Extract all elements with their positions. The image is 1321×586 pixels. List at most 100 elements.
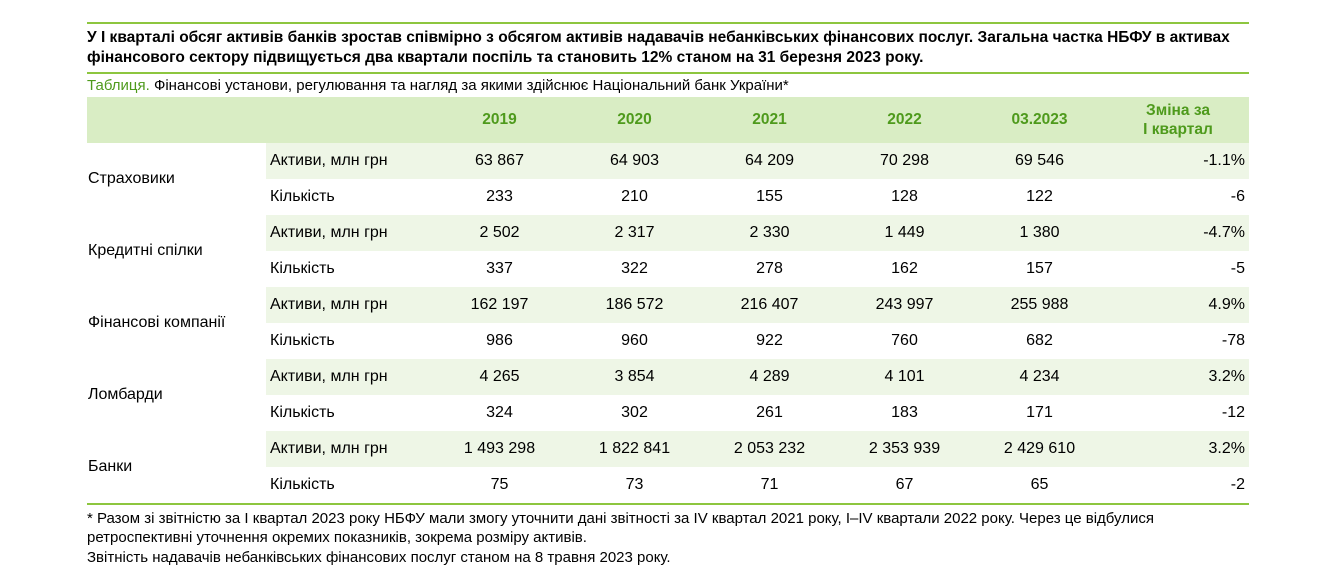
change-cell: -78	[1221, 332, 1245, 349]
indicator-label: Активи, млн грн	[266, 215, 432, 251]
value-cell: 2 353 939	[837, 431, 972, 467]
table-row: Ломбарди Активи, млн грн 4 265 3 854 4 289 4 …	[87, 359, 1249, 403]
value-cell: 337	[486, 260, 513, 277]
value-cell: 4 289	[702, 359, 837, 395]
value-cell: 1 449	[837, 215, 972, 251]
value-cell: 1 493 298	[432, 431, 567, 467]
value-cell: 70 298	[837, 143, 972, 179]
indicator-label: Активи, млн грн	[266, 287, 432, 323]
value-cell: 65	[1030, 476, 1049, 493]
value-cell: 682	[1026, 332, 1053, 349]
footnote-2: Звітність надавачів небанківських фінанс…	[87, 549, 671, 566]
indicator-label: Активи, млн грн	[266, 143, 432, 179]
indicator-label: Кількість	[270, 260, 335, 277]
value-cell: 122	[1026, 188, 1053, 205]
value-cell: 2 053 232	[702, 431, 837, 467]
value-cell: 255 988	[972, 287, 1107, 323]
value-cell: 64 209	[702, 143, 837, 179]
value-cell: 73	[625, 476, 644, 493]
footnote-1: * Разом зі звітністю за І квартал 2023 р…	[87, 510, 1154, 546]
header-col-4: 03.2023	[972, 97, 1107, 143]
table-row: Кількість 986 960 922 760 682 -78	[87, 323, 1249, 359]
header-change: Зміна за І квартал	[1107, 97, 1249, 143]
value-cell: 302	[621, 404, 648, 421]
table-row: Кількість 324 302 261 183 171 -12	[87, 395, 1249, 431]
header-col-2: 2021	[702, 97, 837, 143]
header-col-3: 2022	[837, 97, 972, 143]
caption-label: Таблиця.	[87, 77, 150, 94]
value-cell: 1 822 841	[567, 431, 702, 467]
caption-text: Фінансові установи, регулювання та нагля…	[153, 77, 789, 94]
table-row: Кількість 337 322 278 162 157 -5	[87, 251, 1249, 287]
value-cell: 986	[486, 332, 513, 349]
value-cell: 760	[891, 332, 918, 349]
value-cell: 243 997	[837, 287, 972, 323]
change-cell: 3.2%	[1107, 431, 1249, 467]
header-blank-institution	[87, 97, 266, 143]
value-cell: 233	[486, 188, 513, 205]
value-cell: 183	[891, 404, 918, 421]
value-cell: 2 330	[702, 215, 837, 251]
indicator-label: Кількість	[270, 332, 335, 349]
change-cell: -1.1%	[1107, 143, 1249, 179]
table-row: Кредитні спілки Активи, млн грн 2 502 2 317…	[87, 215, 1249, 259]
header-blank-indicator	[266, 97, 432, 143]
value-cell: 3 854	[567, 359, 702, 395]
lead-paragraph: У І кварталі обсяг активів банків зроста…	[87, 22, 1249, 74]
value-cell: 1 380	[972, 215, 1107, 251]
value-cell: 210	[621, 188, 648, 205]
document: У І кварталі обсяг активів банків зроста…	[87, 22, 1249, 567]
value-cell: 69 546	[972, 143, 1107, 179]
value-cell: 322	[621, 260, 648, 277]
value-cell: 162	[891, 260, 918, 277]
indicator-label: Кількість	[270, 476, 335, 493]
change-cell: -6	[1230, 188, 1245, 205]
indicator-label: Кількість	[270, 404, 335, 421]
value-cell: 922	[756, 332, 783, 349]
value-cell: 186 572	[567, 287, 702, 323]
table-row: Кількість 233 210 155 128 122 -6	[87, 179, 1249, 215]
value-cell: 960	[621, 332, 648, 349]
table-row: Кількість 75 73 71 67 65 -2	[87, 467, 1249, 504]
institution-name: Фінансові компанії	[88, 314, 226, 331]
table-caption: Таблиця. Фінансові установи, регулювання…	[87, 76, 1249, 96]
change-cell: -4.7%	[1107, 215, 1249, 251]
institution-name: Страховики	[88, 170, 175, 187]
change-cell: -12	[1221, 404, 1245, 421]
institutions-table: 2019 2020 2021 2022 03.2023 Зміна за І кв…	[87, 97, 1249, 505]
value-cell: 63 867	[432, 143, 567, 179]
change-cell: 4.9%	[1107, 287, 1249, 323]
indicator-label: Активи, млн грн	[266, 359, 432, 395]
institution-name: Банки	[88, 458, 133, 475]
table-row: Страховики Активи, млн грн 63 867 64 903 64 …	[87, 143, 1249, 187]
value-cell: 324	[486, 404, 513, 421]
value-cell: 4 265	[432, 359, 567, 395]
indicator-label: Активи, млн грн	[266, 431, 432, 467]
value-cell: 261	[756, 404, 783, 421]
value-cell: 71	[760, 476, 779, 493]
value-cell: 2 429 610	[972, 431, 1107, 467]
value-cell: 2 502	[432, 215, 567, 251]
value-cell: 171	[1026, 404, 1053, 421]
value-cell: 157	[1026, 260, 1053, 277]
change-cell: 3.2%	[1107, 359, 1249, 395]
indicator-label: Кількість	[270, 188, 335, 205]
table-header-row: 2019 2020 2021 2022 03.2023 Зміна за І кв…	[87, 97, 1249, 143]
value-cell: 155	[756, 188, 783, 205]
value-cell: 278	[756, 260, 783, 277]
institution-name: Ломбарди	[88, 386, 163, 403]
value-cell: 4 234	[972, 359, 1107, 395]
value-cell: 128	[891, 188, 918, 205]
table-body: Страховики Активи, млн грн 63 867 64 903 64 …	[87, 143, 1249, 504]
value-cell: 64 903	[567, 143, 702, 179]
value-cell: 4 101	[837, 359, 972, 395]
change-cell: -5	[1230, 260, 1245, 277]
value-cell: 75	[490, 476, 509, 493]
header-col-1: 2020	[567, 97, 702, 143]
table-row: Банки Активи, млн грн 1 493 298 1 822 841 2 …	[87, 431, 1249, 475]
change-cell: -2	[1230, 476, 1245, 493]
institution-name: Кредитні спілки	[88, 242, 203, 259]
value-cell: 162 197	[432, 287, 567, 323]
table-row: Фінансові компанії Активи, млн грн 162 197…	[87, 287, 1249, 331]
value-cell: 67	[895, 476, 914, 493]
